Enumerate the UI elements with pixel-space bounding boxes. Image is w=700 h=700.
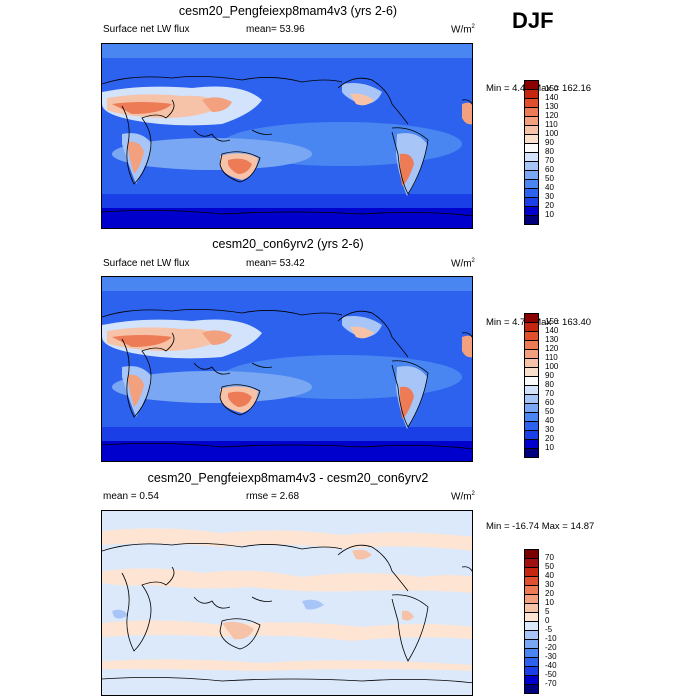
panel-2-units: W/m2 [451,258,475,270]
panel-1-mean: mean= 53.96 [246,24,305,35]
colorbar-tick-label: 110 [545,120,558,129]
colorbar-tick-label: 20 [545,201,554,210]
panel-2-map [101,276,473,462]
colorbar-tick-label: 40 [545,416,554,425]
colorbar-tick-label: -10 [545,634,557,643]
colorbar-box [524,684,539,694]
panel-3-units: W/m2 [451,491,475,503]
colorbar-tick-label: 130 [545,102,559,111]
panel-3-minmax: Min = -16.74 Max = 14.87 [486,521,595,532]
panel-2-variable: Surface net LW flux [103,258,190,269]
colorbar-tick-label: 90 [545,371,554,380]
colorbar-tick-label: 20 [545,589,554,598]
colorbar-tick-label: 60 [545,165,554,174]
colorbar-tick-label: 10 [545,443,554,452]
colorbar-tick-label: 30 [545,192,554,201]
panel-3-colorbar: -70 -50 -40 -30 -20 -10 -5 0 5 10 20 30 40 50 70 [524,549,594,694]
panel-1-units: W/m2 [451,24,475,36]
colorbar-tick-label: 20 [545,434,554,443]
colorbar-tick-label: 150 [545,317,559,326]
colorbar-tick-label: -30 [545,652,557,661]
colorbar-tick-label: 80 [545,380,554,389]
panel-1-variable: Surface net LW flux [103,24,190,35]
colorbar-tick-label: 120 [545,344,559,353]
colorbar-tick-label: 50 [545,174,554,183]
colorbar-tick-label: 80 [545,147,554,156]
colorbar-tick-label: 70 [545,389,554,398]
colorbar-tick-label: 140 [545,93,559,102]
colorbar-tick-label: 120 [545,111,559,120]
colorbar-tick-label: 40 [545,571,554,580]
colorbar-tick-label: -40 [545,661,557,670]
colorbar-box [524,448,539,458]
colorbar-tick-label: 90 [545,138,554,147]
colorbar-tick-label: 0 [545,616,550,625]
colorbar-tick-label: 40 [545,183,554,192]
colorbar-tick-label: 150 [545,84,559,93]
colorbar-tick-label: 130 [545,335,559,344]
colorbar-tick-label: 60 [545,398,554,407]
colorbar-tick-label: 30 [545,580,554,589]
panel-3-rmse: rmse = 2.68 [246,491,300,502]
colorbar-tick-label: 140 [545,326,559,335]
panel-3-map [101,510,473,696]
panel-1-map [101,43,473,229]
panel-3-title: cesm20_Pengfeiexp8mam4v3 - cesm20_con6yr… [147,471,429,485]
colorbar-tick-label: 100 [545,362,559,371]
panel-2-colorbar: 10 20 30 40 50 60 70 80 90 100 110 120 130 140 150 [524,313,594,458]
panel-1-title: cesm20_Pengfeiexp8mam4v3 (yrs 2-6) [178,4,398,18]
colorbar-tick-label: 10 [545,598,554,607]
colorbar-tick-label: 110 [545,353,558,362]
colorbar-tick-label: 70 [545,553,554,562]
season-label: DJF [512,8,554,33]
colorbar-tick-label: 50 [545,562,554,571]
colorbar-tick-label: 30 [545,425,554,434]
panel-2-title: cesm20_con6yrv2 (yrs 2-6) [212,237,364,251]
panel-3-mean: mean = 0.54 [103,491,159,502]
colorbar-box [524,215,539,225]
colorbar-tick-label: 10 [545,210,554,219]
colorbar-tick-label: -50 [545,670,557,679]
colorbar-tick-label: 50 [545,407,554,416]
colorbar-tick-label: -20 [545,643,557,652]
colorbar-tick-label: -70 [545,679,557,688]
panel-2-mean: mean= 53.42 [246,258,305,269]
colorbar-tick-label: 100 [545,129,559,138]
colorbar-tick-label: 5 [545,607,550,616]
panel-1-colorbar: 10 20 30 40 50 60 70 80 90 100 110 120 130 140 150 [524,80,594,225]
colorbar-tick-label: -5 [545,625,553,634]
colorbar-tick-label: 70 [545,156,554,165]
